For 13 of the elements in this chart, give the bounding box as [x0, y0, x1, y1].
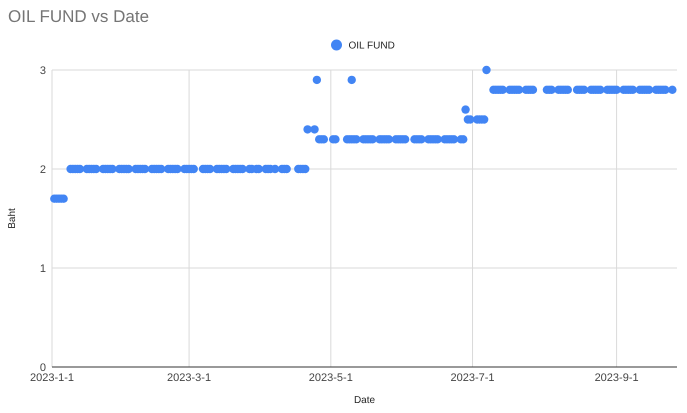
y-axis-title: Baht [7, 208, 18, 229]
x-tick-label: 2023-9-1 [594, 372, 639, 384]
x-tick-label: 2023-3-1 [167, 372, 212, 384]
x-axis-title: Date [354, 395, 376, 406]
y-tick-label: 0 [40, 362, 46, 374]
chart-title: OIL FUND vs Date [8, 7, 150, 26]
y-tick-label: 1 [40, 262, 46, 275]
x-tick-label: 2023-7-1 [450, 372, 495, 384]
y-tick-label: 2 [40, 164, 46, 176]
x-tick-label: 2023-5-1 [308, 372, 353, 384]
legend-label: OIL FUND [348, 40, 395, 52]
x-tick-label: 2023-1-1 [30, 372, 74, 384]
y-tick-label: 3 [40, 64, 46, 77]
